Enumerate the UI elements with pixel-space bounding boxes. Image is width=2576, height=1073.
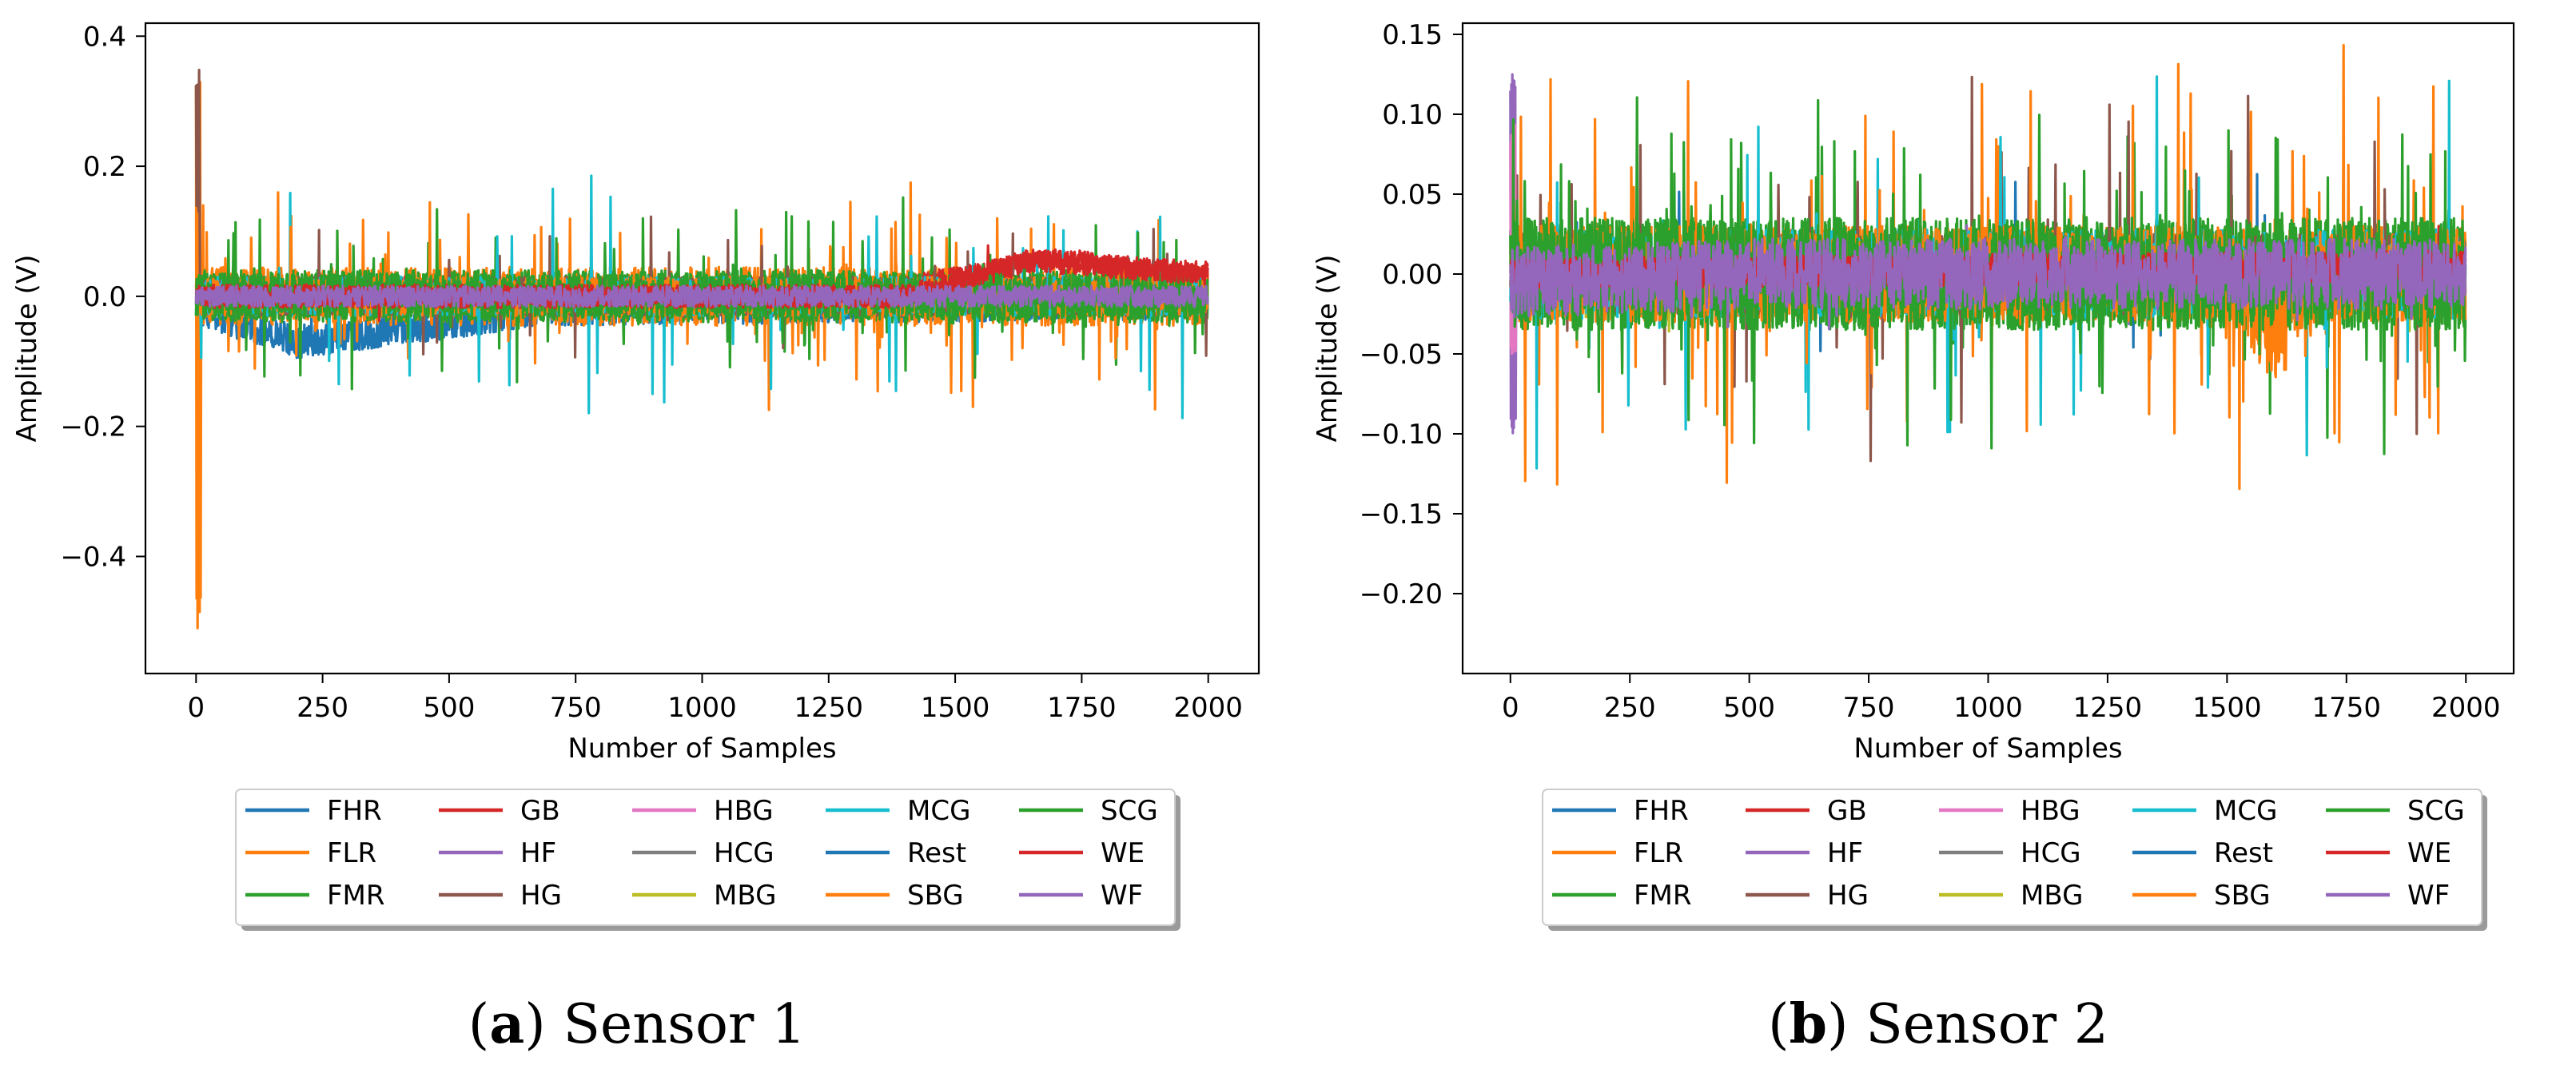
caption-title: Sensor 2 [1865,993,2108,1056]
panel-caption: (a) Sensor 1 [468,992,806,1056]
x-axis-label: Number of Samples [1853,733,2122,765]
panel-b: 0 250 500 750 1000 1250 1500 1750 2000 −0.20 −0.15… [1312,19,2515,1056]
x-tick-label: 250 [297,692,348,724]
x-tick-label: 1000 [1953,692,2023,724]
x-tick-label: 1500 [2192,692,2262,724]
x-tick-label: 250 [1604,692,1656,724]
plot-area [194,69,1209,630]
legend-box [1542,789,2482,926]
legend-box [235,789,1176,926]
caption-title: Sensor 1 [563,993,806,1056]
legend-label-sbg: SBG [2214,880,2271,912]
plot-area [1509,44,2467,491]
legend-label-hcg: HCG [714,837,774,869]
x-tick-label: 2000 [1173,692,1243,724]
legend-label-hbg: HBG [714,795,774,827]
legend-label-fhr: FHR [327,795,382,827]
legend: FHR FLR FMR GB HF HG HBG HCG MBG MCG Rest SBG SCG WE W… [235,789,1181,931]
panel-a: 0 250 500 750 1000 1250 1500 1750 2000 −0.4 −0.2 0.… [11,21,1260,1056]
legend-label-hf: HF [520,837,556,869]
panel-caption: (b) Sensor 2 [1768,992,2108,1056]
legend-label-mcg: MCG [907,795,970,827]
x-tick-label: 1250 [794,692,864,724]
legend-label-we: WE [1101,837,1145,869]
x-tick-label: 750 [550,692,602,724]
y-tick-label: 0.00 [1382,259,1443,291]
legend-label-scg: SCG [2407,795,2465,827]
y-axis-label: Amplitude (V) [1312,255,1344,443]
legend-label-we: WE [2407,837,2451,869]
legend-label-sbg: SBG [907,880,964,912]
legend-label-flr: FLR [1634,837,1683,869]
legend-label-hg: HG [1827,880,1869,912]
legend-label-fhr: FHR [1634,795,1689,827]
y-tick-label: −0.2 [60,411,126,443]
x-tick-label: 2000 [2431,692,2501,724]
x-tick-label: 0 [1502,692,1519,724]
legend-label-gb: GB [1827,795,1867,827]
legend-label-mbg: MBG [2021,880,2083,912]
legend-label-mcg: MCG [2214,795,2277,827]
legend-label-mbg: MBG [714,880,776,912]
y-tick-label: −0.10 [1360,419,1443,451]
legend-label-rest: Rest [2214,837,2273,869]
legend-label-fmr: FMR [1634,880,1692,912]
legend-label-fmr: FMR [327,880,385,912]
legend: FHR FLR FMR GB HF HG HBG HCG MBG MCG Rest SBG SCG WE W… [1542,789,2487,931]
legend-label-scg: SCG [1101,795,1158,827]
x-axis-label: Number of Samples [567,733,836,765]
legend-label-hcg: HCG [2021,837,2081,869]
series-line-flr [194,81,1209,630]
legend-label-flr: FLR [327,837,376,869]
y-tick-label: 0.15 [1382,19,1443,51]
legend-label-wf: WF [1101,880,1143,912]
x-tick-label: 1750 [2312,692,2382,724]
y-tick-label: 0.4 [83,21,126,53]
series-line-wf [194,284,1209,308]
x-tick-label: 1250 [2073,692,2143,724]
axes-frame [1461,22,2515,675]
legend-label-hbg: HBG [2021,795,2080,827]
caption-letter: b [1789,992,1827,1056]
y-tick-label: −0.05 [1360,339,1443,371]
legend-label-hf: HF [1827,837,1863,869]
x-tick-label: 500 [423,692,475,724]
y-tick-label: 0.2 [83,151,126,183]
y-tick-label: −0.20 [1360,578,1443,610]
legend-label-hg: HG [520,880,562,912]
x-tick-label: 0 [187,692,205,724]
x-tick-label: 1500 [921,692,990,724]
x-tick-label: 750 [1843,692,1895,724]
x-tick-label: 1750 [1047,692,1117,724]
caption-letter: a [489,992,524,1056]
y-axis-label: Amplitude (V) [11,255,43,443]
y-tick-label: −0.4 [60,541,126,573]
legend-label-wf: WF [2407,880,2450,912]
y-tick-label: −0.15 [1360,499,1443,531]
legend-label-rest: Rest [907,837,966,869]
y-tick-label: 0.10 [1382,99,1443,131]
x-tick-label: 1000 [667,692,737,724]
x-tick-label: 500 [1723,692,1775,724]
legend-label-gb: GB [520,795,560,827]
y-tick-label: 0.05 [1382,179,1443,211]
series-line-wf [1509,236,2467,331]
y-tick-label: 0.0 [83,281,126,313]
